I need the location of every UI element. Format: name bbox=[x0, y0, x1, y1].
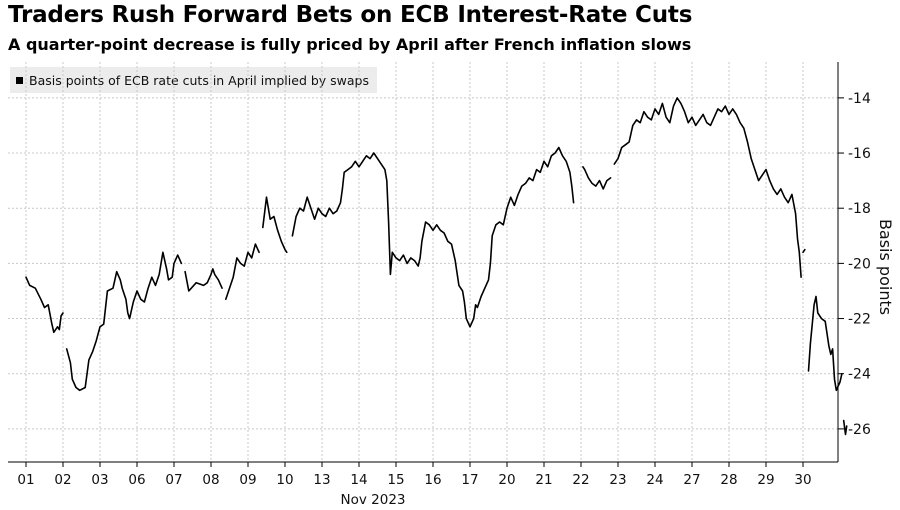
x-tick-label: 13 bbox=[313, 472, 330, 488]
x-tick-label: 10 bbox=[276, 472, 293, 488]
y-tick-label: -18 bbox=[848, 201, 871, 217]
x-tick-label: 21 bbox=[535, 472, 552, 488]
x-tick-label: 24 bbox=[646, 472, 663, 488]
x-tick-label: 27 bbox=[683, 472, 700, 488]
chart-subtitle: A quarter-point decrease is fully priced… bbox=[8, 35, 692, 54]
x-tick-label: 30 bbox=[794, 472, 811, 488]
x-tick-label: 22 bbox=[572, 472, 589, 488]
y-tick-label: -22 bbox=[848, 312, 871, 328]
x-tick-label: 17 bbox=[461, 472, 478, 488]
x-tick-label: 09 bbox=[239, 472, 256, 488]
series-line bbox=[291, 146, 575, 328]
x-tick-label: 02 bbox=[54, 472, 71, 488]
series-line bbox=[184, 268, 223, 292]
series-line bbox=[65, 251, 183, 392]
legend-swatch bbox=[16, 76, 23, 84]
x-month-label: Nov 2023 bbox=[341, 492, 406, 508]
x-tick-label: 15 bbox=[387, 472, 404, 488]
x-tick-label: 08 bbox=[202, 472, 219, 488]
y-tick-label: -14 bbox=[848, 91, 871, 107]
x-tick-label: 14 bbox=[350, 472, 367, 488]
y-tick-label: -16 bbox=[848, 146, 871, 162]
x-tick-label: 03 bbox=[91, 472, 108, 488]
series-line bbox=[582, 166, 612, 190]
series-line bbox=[802, 248, 806, 254]
x-tick-label: 29 bbox=[757, 472, 774, 488]
legend-label: Basis points of ECB rate cuts in April i… bbox=[29, 72, 370, 88]
legend: Basis points of ECB rate cuts in April i… bbox=[10, 67, 378, 93]
y-tick-label: -20 bbox=[848, 256, 871, 272]
chart-title: Traders Rush Forward Bets on ECB Interes… bbox=[8, 2, 693, 28]
series-line bbox=[842, 419, 848, 436]
x-tick-label: 23 bbox=[609, 472, 626, 488]
y-axis-title: Basis points bbox=[876, 219, 895, 315]
series-line bbox=[807, 295, 843, 392]
x-tick-label: 07 bbox=[165, 472, 182, 488]
x-tick-label: 01 bbox=[17, 472, 34, 488]
series-line bbox=[225, 243, 260, 301]
y-tick-label: -24 bbox=[848, 367, 871, 383]
series-line bbox=[261, 196, 288, 254]
y-tick-label: -26 bbox=[848, 422, 871, 438]
x-tick-label: 28 bbox=[720, 472, 737, 488]
series-line bbox=[25, 276, 64, 334]
x-tick-label: 20 bbox=[498, 472, 515, 488]
x-tick-label: 06 bbox=[128, 472, 145, 488]
series-line bbox=[613, 97, 802, 279]
x-tick-label: 16 bbox=[424, 472, 441, 488]
